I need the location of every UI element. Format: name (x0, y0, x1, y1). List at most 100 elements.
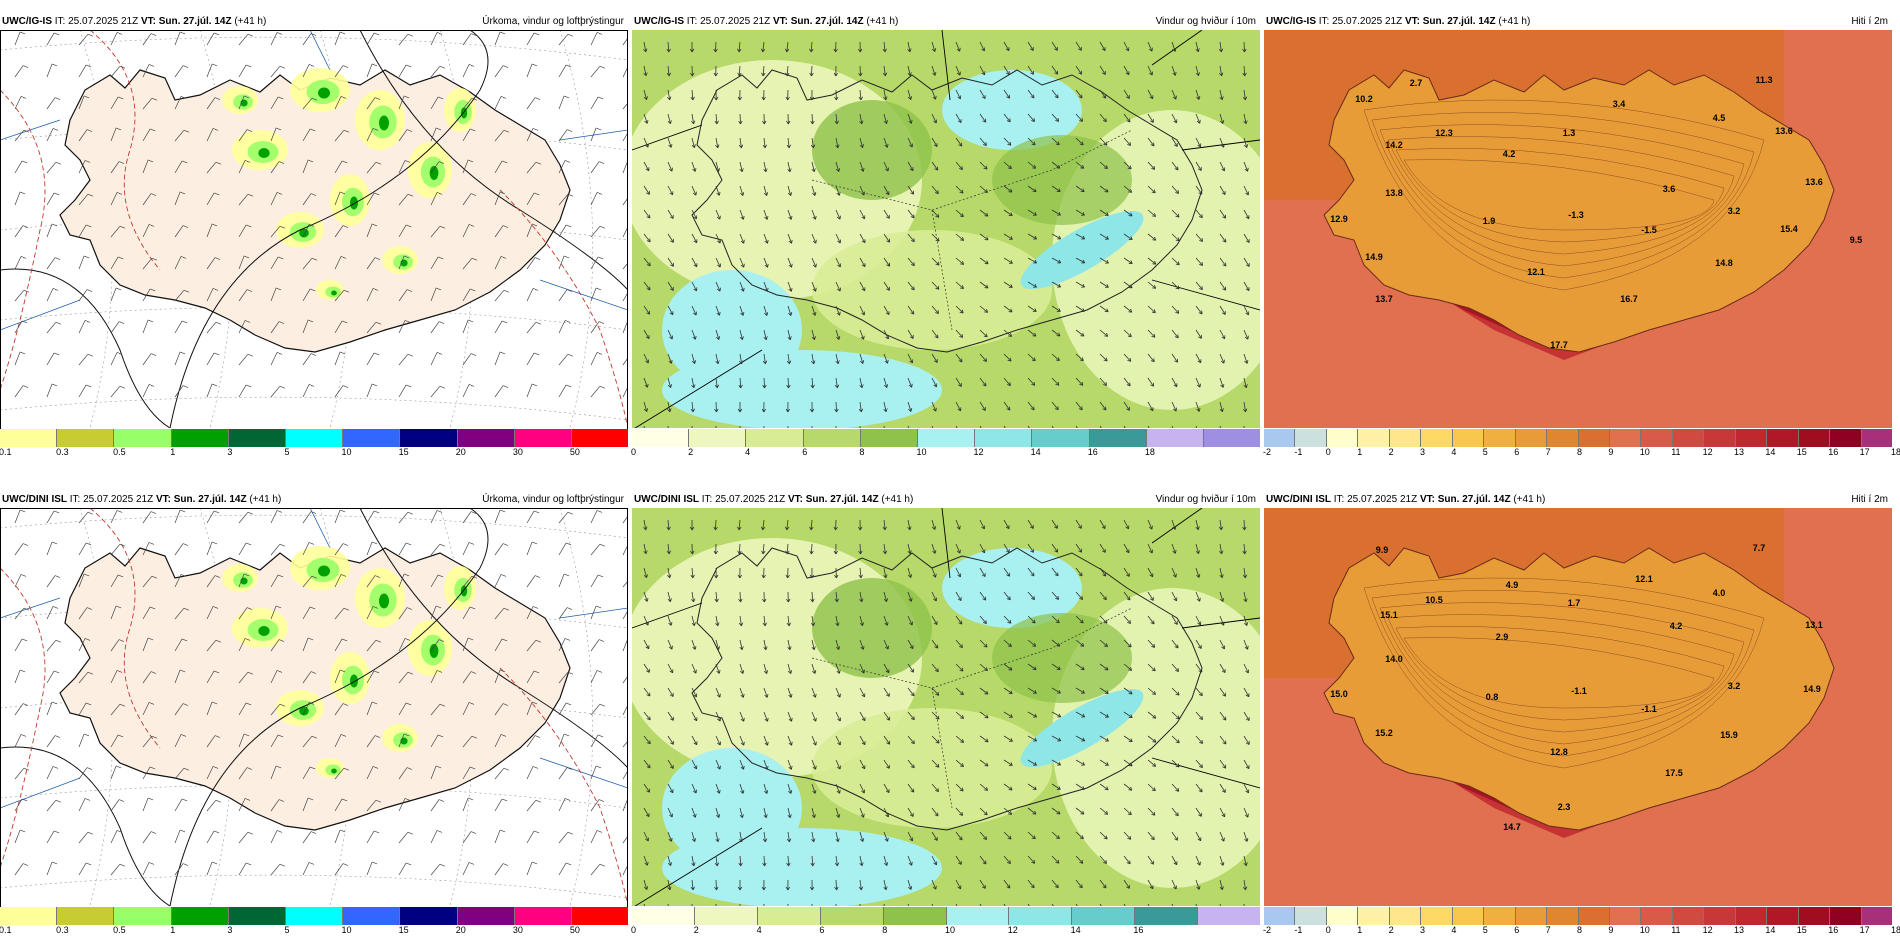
colorbar-tick-label: 12 (1702, 925, 1713, 935)
colorbar-tick-label: 15 (398, 925, 409, 935)
colorbar (1264, 429, 1893, 447)
colorbar-swatch (1072, 907, 1136, 925)
temperature-value-label: 14.2 (1385, 140, 1403, 150)
colorbar-tick-label: 14 (1070, 925, 1081, 935)
colorbar-tick-label: 0 (631, 925, 637, 935)
colorbar-swatch (457, 907, 515, 925)
colorbar-tick-label: 16 (1828, 447, 1839, 457)
colorbar-swatch (1203, 429, 1261, 447)
temperature-value-label: 14.9 (1803, 684, 1821, 694)
colorbar-ticks: -2-1012345678910111213141516171819 (1263, 447, 1900, 461)
colorbar-swatch (975, 429, 1033, 447)
valid-time-label: VT: (155, 494, 171, 505)
iceland-coastline (691, 69, 1203, 353)
colorbar-tick-label: 10 (341, 925, 352, 935)
colorbar-swatch (0, 429, 58, 447)
map-canvas[interactable] (632, 30, 1260, 428)
temperature-value-label: 11.3 (1755, 75, 1772, 85)
map-canvas[interactable]: 10.2 2.7 11.3 3.4 4.5 12.3 1.3 13.6 14.2 4.2 13.6 3… (1264, 30, 1892, 428)
wind-speed-field (632, 538, 1260, 906)
colorbar-tick-label: 15 (398, 447, 409, 457)
map-panel-temp: UWC/DINI ISL IT: 25.07.2025 21Z VT: Sun.… (1263, 492, 1900, 947)
colorbar-swatch (1861, 429, 1893, 447)
colorbar-tick-label: 6 (819, 925, 825, 935)
isobars (0, 508, 628, 906)
colorbar-tick-label: 0 (1325, 447, 1331, 457)
colorbar-tick-label: 8 (859, 447, 865, 457)
temperature-value-label: 4.2 (1503, 149, 1516, 159)
colorbar-swatch (285, 429, 344, 447)
colorbar-swatch (1389, 429, 1422, 447)
colorbar-swatch (1484, 429, 1516, 447)
temperature-labels: 9.9 7.7 4.9 12.1 10.5 1.7 4.0 15.1 4.2 13.1 2.9 14.… (1330, 543, 1823, 832)
temperature-value-label: 7.7 (1753, 543, 1766, 553)
map-svg: 9.9 7.7 4.9 12.1 10.5 1.7 4.0 15.1 4.2 13.1 2.9 14.… (1264, 508, 1892, 906)
colorbar-tick-label: 16 (1133, 925, 1144, 935)
colorbar-swatch (1672, 429, 1705, 447)
valid-time-label: VT: (1404, 16, 1420, 27)
colorbar-tick-label: 11 (1671, 925, 1681, 935)
valid-time-label: VT: (140, 16, 156, 27)
colorbar-tick-label: 0.1 (0, 447, 12, 457)
panel-title: Hiti í 2m (1851, 494, 1888, 505)
temperature-value-label: 9.5 (1850, 235, 1863, 245)
colorbar-swatch (1578, 907, 1610, 925)
init-time-value: 25.07.2025 21Z (715, 494, 786, 505)
colorbar-swatch (1452, 907, 1485, 925)
isotherms (1363, 99, 1765, 291)
temperature-value-label: 12.1 (1527, 267, 1545, 277)
temperature-value-label: 15.0 (1330, 689, 1348, 699)
init-time-label: IT: (69, 494, 81, 505)
map-canvas[interactable] (0, 30, 628, 428)
colorbar-tick-label: 2 (1388, 447, 1394, 457)
colorbar-swatch (400, 907, 458, 925)
map-canvas[interactable] (632, 508, 1260, 906)
map-canvas[interactable] (0, 508, 628, 906)
panel-title: Úrkoma, vindur og loftþrýstingur (482, 494, 624, 505)
colorbar-tick-label: 50 (569, 925, 580, 935)
colorbar-tick-label: 0.3 (56, 925, 69, 935)
colorbar-swatch (1609, 907, 1642, 925)
map-svg: 10.2 2.7 11.3 3.4 4.5 12.3 1.3 13.6 14.2 4.2 13.6 3… (1264, 30, 1892, 428)
colorbar-tick-label: 15 (1796, 447, 1807, 457)
colorbar-swatch (457, 429, 515, 447)
colorbar-tick-label: 1 (170, 925, 176, 935)
colorbar-tick-label: 6 (1514, 925, 1520, 935)
temperature-value-label: 12.1 (1635, 574, 1653, 584)
temperature-isolines (0, 30, 628, 428)
colorbar-ticks: 0 2 4 6 8 10 12 14 16 18 (631, 447, 1260, 461)
colorbar-tick-label: 30 (512, 925, 523, 935)
isobars (0, 30, 628, 428)
temperature-labels: 10.2 2.7 11.3 3.4 4.5 12.3 1.3 13.6 14.2 4.2 13.6 3… (1330, 75, 1862, 350)
panel-title: Vindur og hviður í 10m (1155, 16, 1256, 27)
colorbar-swatch (803, 429, 861, 447)
colorbar-tick-label: 17 (1859, 925, 1870, 935)
colorbar-tick-label: 1 (1357, 925, 1363, 935)
temperature-value-label: 4.0 (1713, 588, 1726, 598)
temperature-value-label: 2.9 (1496, 632, 1509, 642)
temperature-value-label: 13.6 (1775, 126, 1793, 136)
colorbar-tick-label: 7 (1545, 925, 1551, 935)
colorbar-swatch (343, 429, 401, 447)
colorbar-swatch (1735, 907, 1768, 925)
colorbar-tick-label: -1 (1294, 925, 1303, 935)
colorbar-ticks: 0.1 0.3 0.5 1 3 5 10 15 20 30 50 (0, 447, 628, 461)
colorbar-tick-label: 14 (1765, 447, 1776, 457)
temperature-value-label: 12.9 (1330, 214, 1348, 224)
valid-time-value: Sun. 27.júl. 14Z (173, 494, 247, 505)
colorbar-tick-label: 0.5 (113, 925, 126, 935)
colorbar-swatch (1798, 907, 1831, 925)
wind-barbs (14, 31, 628, 398)
colorbar-swatch (1641, 907, 1673, 925)
colorbar-swatch (1830, 907, 1862, 925)
colorbar-swatch (1767, 907, 1799, 925)
colorbar-tick-label: 3 (227, 925, 233, 935)
colorbar-swatch (1358, 429, 1390, 447)
colorbar-tick-label: 8 (1577, 925, 1583, 935)
map-canvas[interactable]: 9.9 7.7 4.9 12.1 10.5 1.7 4.0 15.1 4.2 13.1 2.9 14.… (1264, 508, 1892, 906)
colorbar-tick-label: 5 (284, 447, 290, 457)
colorbar-tick-label: 13 (1734, 925, 1745, 935)
temperature-value-label: 2.3 (1558, 802, 1571, 812)
colorbar-tick-label: 5 (1482, 447, 1488, 457)
meridians (0, 30, 628, 331)
